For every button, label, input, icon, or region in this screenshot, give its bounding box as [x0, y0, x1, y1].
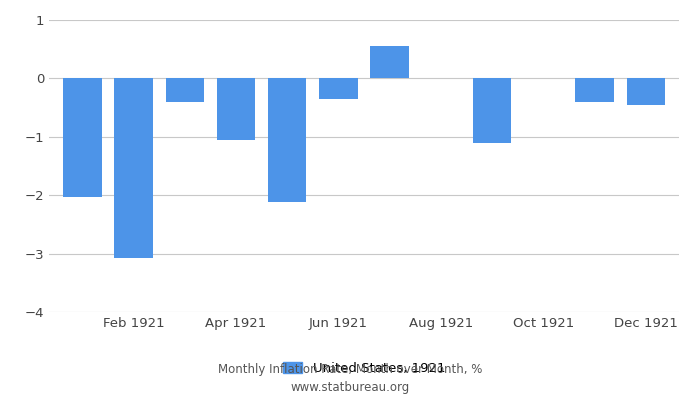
Text: Monthly Inflation Rate, Month over Month, %: Monthly Inflation Rate, Month over Month… — [218, 364, 482, 376]
Bar — [575, 78, 614, 102]
Text: www.statbureau.org: www.statbureau.org — [290, 382, 410, 394]
Bar — [626, 78, 665, 105]
Bar — [217, 78, 256, 140]
Bar — [165, 78, 204, 102]
Legend: United States, 1921: United States, 1921 — [277, 356, 451, 380]
Bar — [63, 78, 102, 197]
Bar — [268, 78, 307, 202]
Bar — [319, 78, 358, 99]
Bar — [114, 78, 153, 258]
Bar — [370, 46, 409, 78]
Bar — [473, 78, 511, 143]
